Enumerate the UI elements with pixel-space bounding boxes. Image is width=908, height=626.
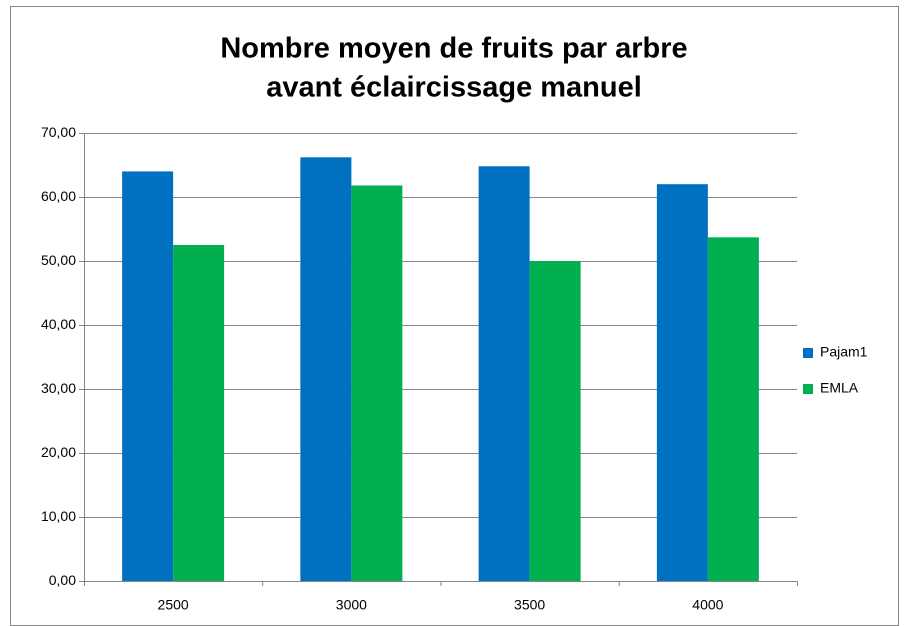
x-tick-label: 2500 — [158, 597, 189, 613]
chart-title: Nombre moyen de fruits par arbre — [220, 33, 687, 65]
legend-label: Pajam1 — [820, 344, 868, 360]
y-tick-label: 20,00 — [41, 444, 76, 460]
y-tick-label: 10,00 — [41, 508, 76, 524]
bar — [173, 245, 225, 581]
y-tick-label: 70,00 — [41, 124, 76, 140]
y-tick-label: 0,00 — [49, 572, 76, 588]
legend-label: EMLA — [820, 380, 859, 396]
legend-swatch — [803, 384, 813, 394]
x-tick-label: 3500 — [514, 597, 545, 613]
legend-swatch — [803, 348, 813, 358]
bar — [351, 185, 403, 582]
x-tick-label: 4000 — [692, 597, 723, 613]
bar — [122, 171, 174, 581]
bar — [478, 166, 530, 581]
y-tick-label: 50,00 — [41, 252, 76, 268]
bar — [300, 157, 352, 581]
bar — [707, 237, 759, 581]
bar — [656, 184, 708, 581]
y-tick-label: 40,00 — [41, 316, 76, 332]
bar — [529, 261, 581, 581]
x-tick-label: 3000 — [336, 597, 367, 613]
chart-title: avant éclaircissage manuel — [266, 72, 642, 104]
y-tick-label: 30,00 — [41, 380, 76, 396]
y-tick-label: 60,00 — [41, 188, 76, 204]
